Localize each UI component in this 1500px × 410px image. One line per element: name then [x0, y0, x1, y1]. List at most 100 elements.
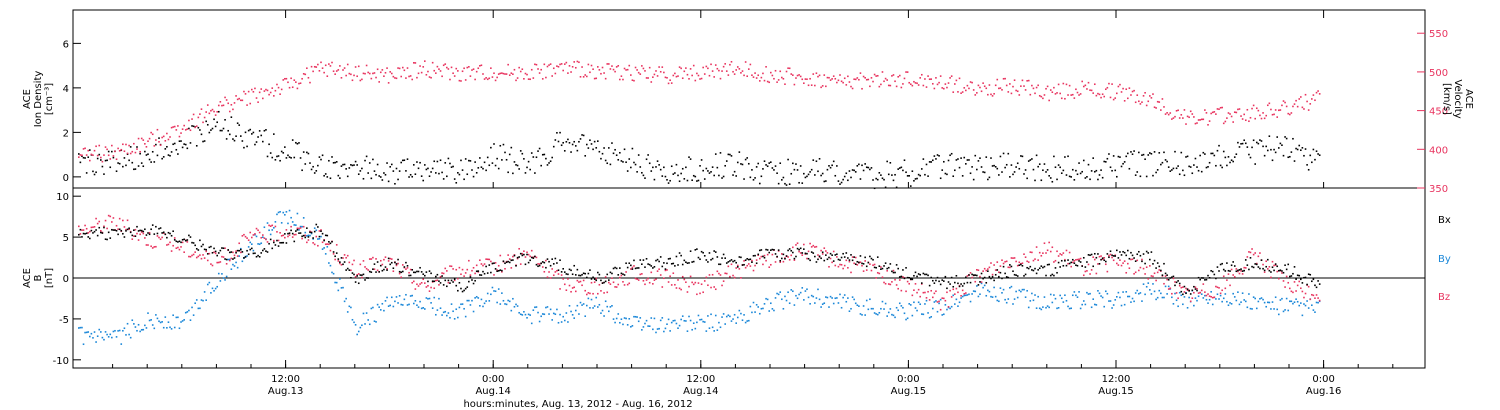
bz-point	[634, 277, 637, 280]
velocity-point	[593, 77, 596, 80]
by-point	[1315, 301, 1318, 304]
velocity-point	[968, 87, 970, 90]
velocity-point	[486, 78, 489, 81]
bx-point	[79, 228, 82, 231]
by-point	[1312, 309, 1315, 311]
density-point	[175, 148, 178, 151]
density-point	[529, 168, 531, 171]
bz-point	[1237, 270, 1239, 273]
bx-point	[1197, 276, 1200, 279]
velocity-point	[1152, 93, 1154, 95]
bx-point	[1281, 270, 1283, 272]
by-point	[1046, 305, 1049, 307]
bz-point	[299, 227, 302, 229]
density-point	[239, 135, 242, 137]
velocity-point	[574, 66, 577, 69]
by-point	[1188, 296, 1190, 299]
velocity-point	[597, 66, 599, 68]
density-point	[658, 164, 660, 166]
bz-point	[1208, 295, 1211, 297]
bx-point	[1178, 282, 1181, 285]
velocity-point	[556, 65, 558, 67]
by-point	[263, 226, 266, 229]
bx-point	[1051, 273, 1054, 276]
bz-point	[581, 284, 583, 287]
by-point	[197, 307, 200, 310]
bx-point	[335, 252, 338, 254]
velocity-point	[1306, 100, 1308, 103]
bx-point	[817, 258, 819, 261]
bz-point	[787, 256, 789, 258]
bx-point	[1109, 250, 1112, 253]
bz-point	[920, 283, 923, 285]
velocity-point	[246, 104, 248, 106]
velocity-point	[656, 75, 659, 77]
bz-point	[115, 224, 118, 227]
by-point	[1029, 300, 1032, 302]
by-point	[1274, 296, 1277, 299]
velocity-label-line-2: Velocity	[1452, 79, 1463, 118]
velocity-point	[633, 79, 635, 82]
density-point	[873, 187, 876, 190]
density-point	[1274, 151, 1277, 154]
bz-point	[1307, 285, 1310, 288]
velocity-point	[788, 67, 791, 70]
bx-point	[485, 265, 487, 268]
bx-point	[1053, 274, 1055, 277]
density-point	[955, 159, 958, 161]
by-point	[395, 296, 398, 298]
by-point	[623, 317, 626, 319]
velocity-point	[398, 67, 401, 70]
velocity-point	[222, 104, 225, 107]
by-point	[1210, 291, 1212, 293]
bz-point	[760, 255, 763, 258]
velocity-point	[1185, 123, 1187, 125]
density-point	[842, 178, 844, 181]
by-point	[546, 306, 549, 308]
density-point	[258, 130, 261, 132]
velocity-point	[181, 128, 184, 130]
by-point	[494, 290, 497, 293]
date-tick-label: Aug.14	[475, 386, 510, 397]
density-tick-label: 0	[63, 173, 69, 184]
density-point	[966, 159, 969, 161]
velocity-point	[452, 72, 454, 75]
bz-point	[658, 268, 660, 270]
by-point	[133, 323, 135, 325]
bx-point	[290, 229, 292, 232]
density-point	[1139, 175, 1142, 178]
bz-point	[356, 273, 358, 276]
bz-point	[628, 282, 631, 285]
velocity-point	[420, 71, 423, 74]
bz-point	[707, 284, 709, 287]
bx-point	[738, 256, 741, 258]
bz-point	[1233, 276, 1236, 278]
velocity-point	[729, 63, 731, 66]
bz-point	[1108, 254, 1110, 257]
by-point	[1277, 313, 1280, 316]
by-point	[760, 307, 763, 310]
density-point	[1067, 155, 1069, 158]
velocity-point	[900, 86, 903, 89]
velocity-point	[354, 66, 357, 68]
density-point	[738, 151, 741, 153]
by-point	[990, 295, 992, 298]
by-point	[1010, 285, 1013, 288]
by-point	[856, 304, 859, 307]
bx-point	[279, 241, 281, 244]
bx-point	[1303, 276, 1305, 279]
velocity-point	[590, 64, 593, 67]
velocity-point	[1221, 106, 1223, 109]
velocity-point	[153, 145, 156, 147]
bx-point	[221, 247, 223, 249]
bx-point	[321, 232, 324, 235]
by-point	[472, 310, 475, 313]
velocity-point	[667, 82, 670, 85]
bx-point	[324, 234, 327, 237]
density-point	[263, 129, 266, 132]
density-point	[633, 161, 635, 164]
bx-point	[96, 234, 99, 237]
velocity-point	[472, 68, 475, 70]
by-point	[299, 225, 302, 228]
bx-point	[1067, 259, 1069, 261]
